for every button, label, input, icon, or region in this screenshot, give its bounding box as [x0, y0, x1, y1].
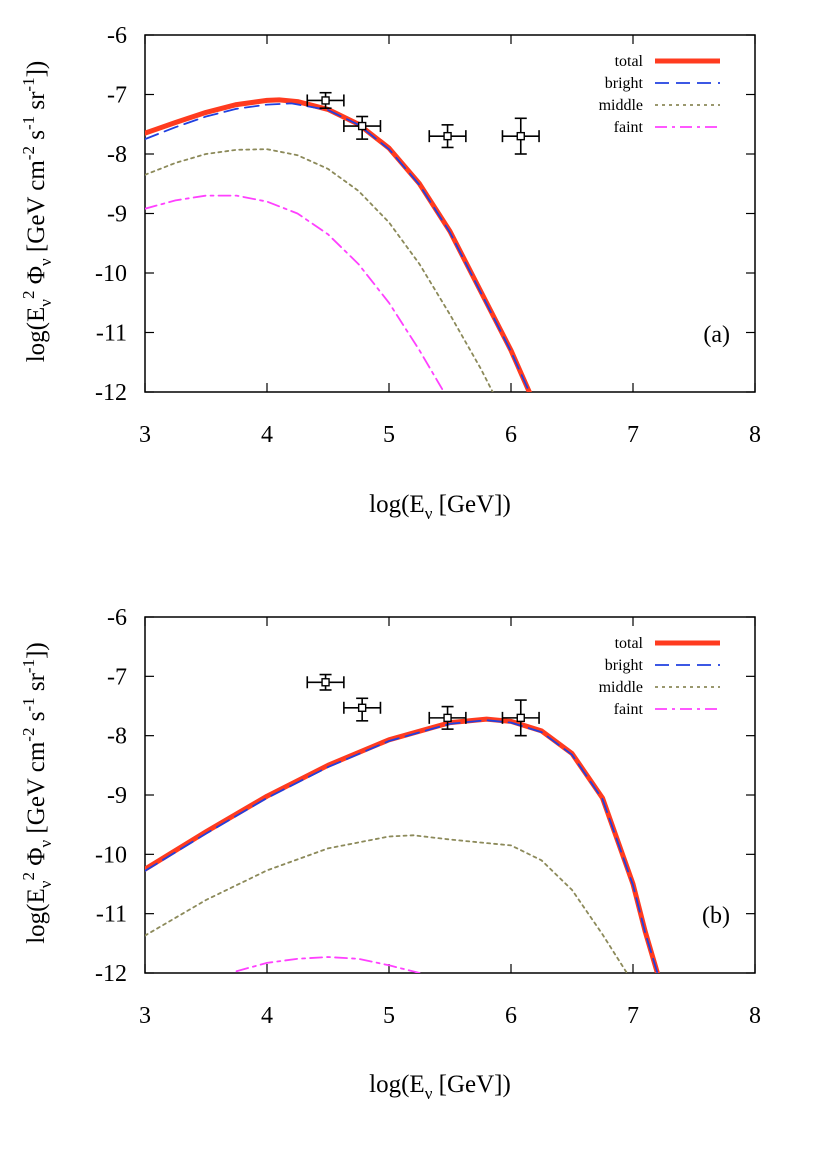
x-tick-label: 7	[627, 422, 639, 448]
y-tick-label: -9	[107, 202, 127, 228]
legend-label-faint: faint	[614, 701, 644, 718]
y-axis-label: log(Eν2 Φν [GeV cm-2 s-1 sr-1])	[19, 642, 55, 944]
legend: total bright middle faint	[599, 635, 720, 718]
y-tick-label: -6	[107, 23, 127, 49]
legend-label-middle: middle	[599, 679, 643, 696]
data-point	[306, 673, 345, 691]
chart-panel-b: 3 4 5 6 7 8 -6 -7 -8 -9 -10 -11 -12 total bright middle…	[19, 605, 761, 1103]
x-tick-label: 6	[505, 422, 517, 448]
data-point	[428, 705, 467, 730]
legend-label-bright: bright	[605, 75, 644, 92]
data-point	[306, 91, 345, 109]
x-tick-label: 7	[627, 1003, 639, 1029]
data-point	[343, 697, 382, 722]
legend-label-bright: bright	[605, 657, 644, 674]
x-tick-label: 3	[139, 422, 151, 448]
legend-label-total: total	[615, 53, 644, 70]
y-tick-label: -8	[107, 724, 127, 750]
y-tick-label: -6	[107, 605, 127, 631]
series-line-total	[145, 97, 532, 392]
series-line-total	[145, 716, 660, 973]
x-axis-label: log(Eν [GeV])	[369, 491, 511, 523]
data-point	[343, 115, 382, 140]
series-line-bright	[145, 102, 531, 392]
x-tick-label: 8	[749, 1003, 761, 1029]
series-line-bright	[145, 719, 659, 973]
y-tick-label: -8	[107, 142, 127, 168]
series-line-middle	[145, 148, 494, 392]
panel-label: (a)	[703, 322, 730, 348]
series-line-faint	[235, 956, 421, 973]
x-tick-label: 3	[139, 1003, 151, 1029]
x-tick-label: 4	[261, 1003, 273, 1029]
y-tick-label: -10	[95, 261, 127, 287]
x-tick-label: 5	[383, 422, 395, 448]
data-point	[501, 117, 540, 155]
plot-frame	[144, 616, 756, 974]
x-tick-label: 6	[505, 1003, 517, 1029]
chart-panel-a: 3 4 5 6 7 8 -6 -7 -8 -9 -10 -11 -12 total bright middle…	[19, 23, 761, 523]
legend-label-middle: middle	[599, 97, 643, 114]
y-tick-label: -10	[95, 842, 127, 868]
y-tick-label: -11	[96, 321, 127, 347]
plot-frame	[144, 34, 756, 393]
x-axis-label: log(Eν [GeV])	[369, 1071, 511, 1103]
legend-label-faint: faint	[614, 119, 644, 136]
data-point	[428, 124, 467, 149]
y-tick-label: -12	[95, 961, 127, 987]
panel-label: (b)	[702, 903, 730, 929]
y-tick-label: -9	[107, 783, 127, 809]
y-tick-label: -7	[107, 83, 127, 109]
x-tick-label: 5	[383, 1003, 395, 1029]
y-tick-label: -11	[96, 902, 127, 928]
x-tick-label: 4	[261, 422, 273, 448]
y-tick-label: -7	[107, 664, 127, 690]
x-tick-label: 8	[749, 422, 761, 448]
series-line-faint	[145, 194, 445, 392]
y-axis-label: log(Eν2 Φν [GeV cm-2 s-1 sr-1])	[19, 61, 55, 363]
data-point	[501, 699, 540, 737]
series-line-middle	[145, 834, 628, 973]
legend: total bright middle faint	[599, 53, 720, 136]
y-tick-label: -12	[95, 380, 127, 406]
legend-label-total: total	[615, 635, 644, 652]
